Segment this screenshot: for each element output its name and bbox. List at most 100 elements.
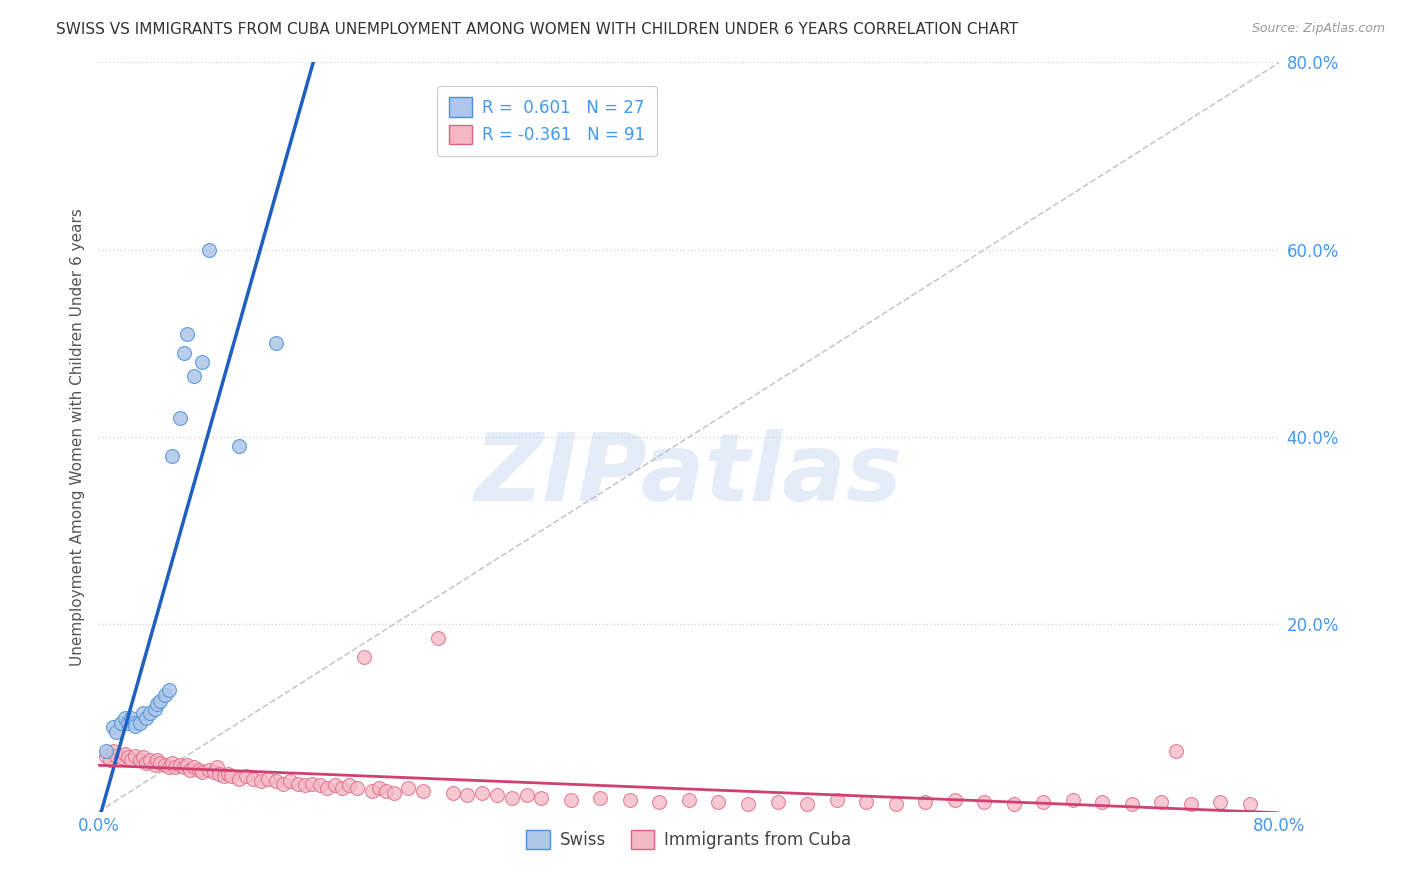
Text: Source: ZipAtlas.com: Source: ZipAtlas.com <box>1251 22 1385 36</box>
Point <box>157 683 180 698</box>
Point <box>143 758 166 772</box>
Point <box>375 784 398 798</box>
Point <box>228 440 250 453</box>
Point <box>264 773 287 788</box>
Point <box>1032 796 1054 810</box>
Point <box>191 765 214 780</box>
Point <box>176 758 198 772</box>
Point <box>183 760 205 774</box>
Point <box>146 753 169 767</box>
Point <box>187 763 209 777</box>
Point <box>105 748 128 763</box>
Point <box>124 718 146 732</box>
Point <box>114 747 136 761</box>
Point <box>323 779 346 793</box>
Point <box>103 721 125 735</box>
Point <box>271 776 294 791</box>
Point <box>796 797 818 812</box>
Point <box>110 715 132 730</box>
Point <box>110 750 132 764</box>
Point <box>412 784 434 798</box>
Point <box>132 750 155 764</box>
Point <box>264 336 287 351</box>
Point <box>766 796 789 810</box>
Point <box>457 788 479 802</box>
Point <box>98 753 121 767</box>
Point <box>1209 796 1232 810</box>
Point <box>427 632 450 646</box>
Point <box>191 355 214 369</box>
Point <box>360 784 382 798</box>
Point <box>1002 797 1025 812</box>
Point <box>143 701 166 715</box>
Point <box>179 763 201 777</box>
Point <box>1121 797 1143 812</box>
Point <box>198 243 221 257</box>
Point <box>169 411 191 425</box>
Point <box>135 711 157 725</box>
Point <box>120 753 142 767</box>
Point <box>398 781 420 796</box>
Point <box>153 758 176 772</box>
Point <box>382 786 405 800</box>
Point <box>301 776 323 791</box>
Text: SWISS VS IMMIGRANTS FROM CUBA UNEMPLOYMENT AMONG WOMEN WITH CHILDREN UNDER 6 YEA: SWISS VS IMMIGRANTS FROM CUBA UNEMPLOYME… <box>56 22 1018 37</box>
Point <box>707 796 730 810</box>
Point <box>855 796 877 810</box>
Point <box>162 449 183 463</box>
Point <box>257 772 280 786</box>
Point <box>103 744 125 758</box>
Point <box>368 781 391 796</box>
Point <box>169 758 191 772</box>
Point <box>346 781 368 796</box>
Point <box>173 760 195 774</box>
Point <box>884 797 907 812</box>
Point <box>1166 744 1188 758</box>
Point <box>294 779 316 793</box>
Point <box>530 790 553 805</box>
Point <box>212 769 235 783</box>
Point <box>149 694 172 708</box>
Point <box>471 786 494 800</box>
Point <box>205 760 228 774</box>
Point <box>146 697 169 711</box>
Point <box>648 796 671 810</box>
Point <box>132 706 155 721</box>
Point <box>914 796 936 810</box>
Point <box>316 781 339 796</box>
Point <box>114 711 136 725</box>
Point <box>1062 793 1084 807</box>
Point <box>973 796 995 810</box>
Point <box>157 760 180 774</box>
Point <box>943 793 966 807</box>
Point <box>139 706 162 721</box>
Point <box>486 788 509 802</box>
Point <box>560 793 582 807</box>
Point <box>153 688 176 702</box>
Point <box>149 756 172 770</box>
Point <box>1239 797 1261 812</box>
Point <box>128 715 150 730</box>
Point <box>678 793 700 807</box>
Point <box>242 772 264 786</box>
Point <box>516 788 538 802</box>
Point <box>202 765 225 780</box>
Text: ZIPatlas: ZIPatlas <box>475 428 903 521</box>
Point <box>235 769 257 783</box>
Point <box>208 767 231 781</box>
Point <box>1091 796 1114 810</box>
Point <box>619 793 641 807</box>
Point <box>183 369 205 384</box>
Point <box>221 769 243 783</box>
Point <box>105 725 128 739</box>
Point <box>120 711 142 725</box>
Point <box>173 345 195 359</box>
Point <box>501 790 523 805</box>
Point <box>228 772 250 786</box>
Legend: Swiss, Immigrants from Cuba: Swiss, Immigrants from Cuba <box>520 823 858 855</box>
Point <box>139 753 162 767</box>
Point <box>94 744 117 758</box>
Point <box>124 748 146 763</box>
Point <box>198 763 221 777</box>
Point <box>825 793 848 807</box>
